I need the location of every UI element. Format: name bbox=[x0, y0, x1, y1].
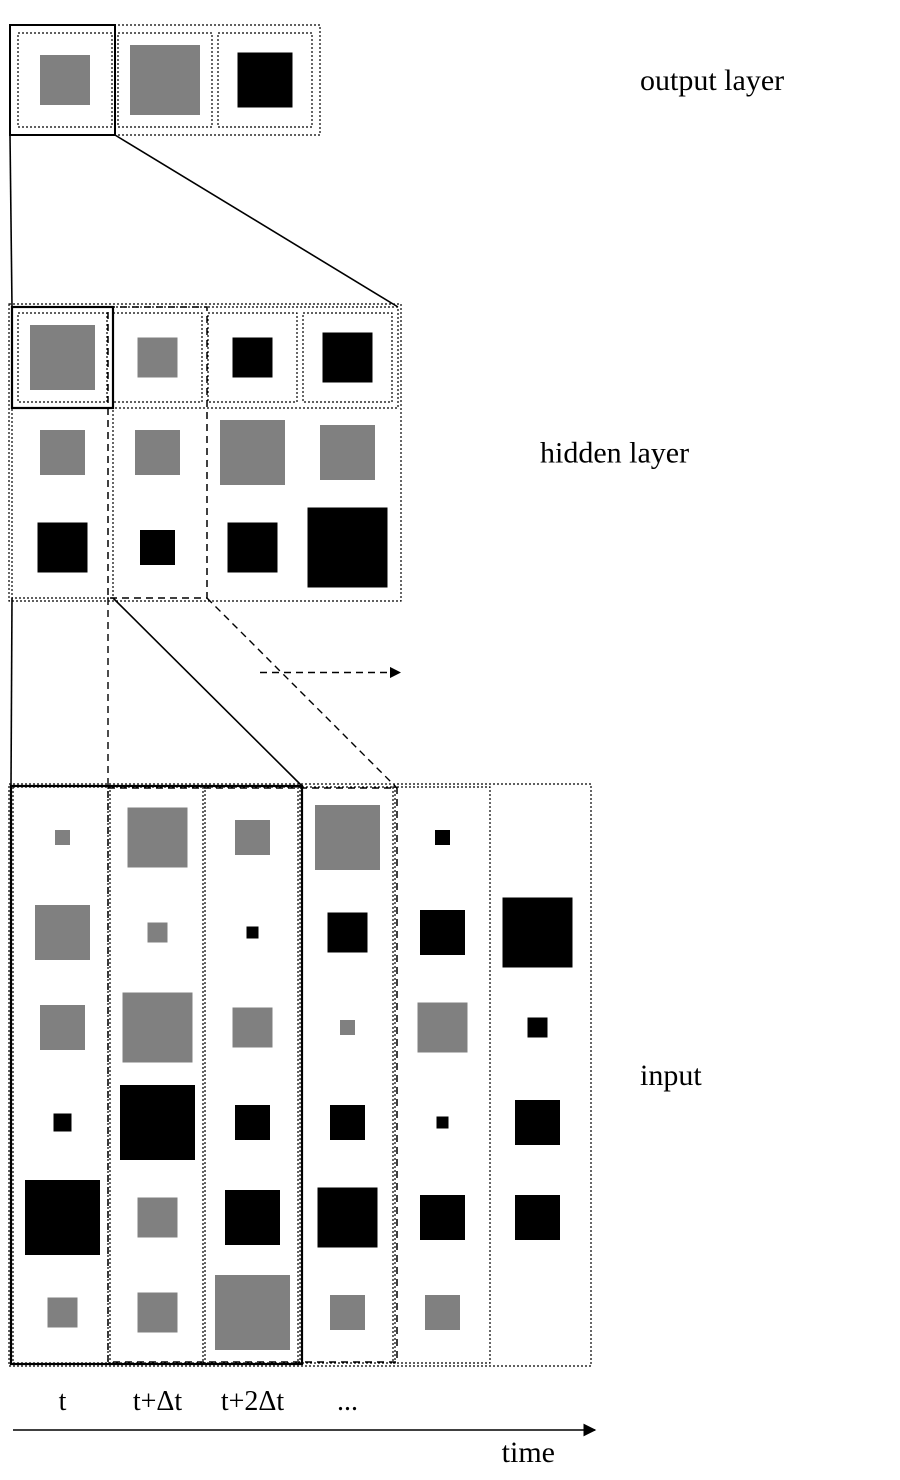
svg-text:output layer: output layer bbox=[640, 64, 784, 97]
svg-text:hidden layer: hidden layer bbox=[540, 437, 689, 470]
svg-text:...: ... bbox=[337, 1386, 358, 1417]
svg-text:time: time bbox=[502, 1436, 555, 1469]
svg-text:input: input bbox=[640, 1059, 702, 1092]
svg-text:t+2Δt: t+2Δt bbox=[221, 1386, 285, 1417]
svg-text:t: t bbox=[59, 1386, 67, 1417]
neural-network-diagram: t t+Δt t+2Δt... time output layer hidden laye… bbox=[0, 0, 900, 1480]
svg-text:t+Δt: t+Δt bbox=[133, 1386, 183, 1417]
